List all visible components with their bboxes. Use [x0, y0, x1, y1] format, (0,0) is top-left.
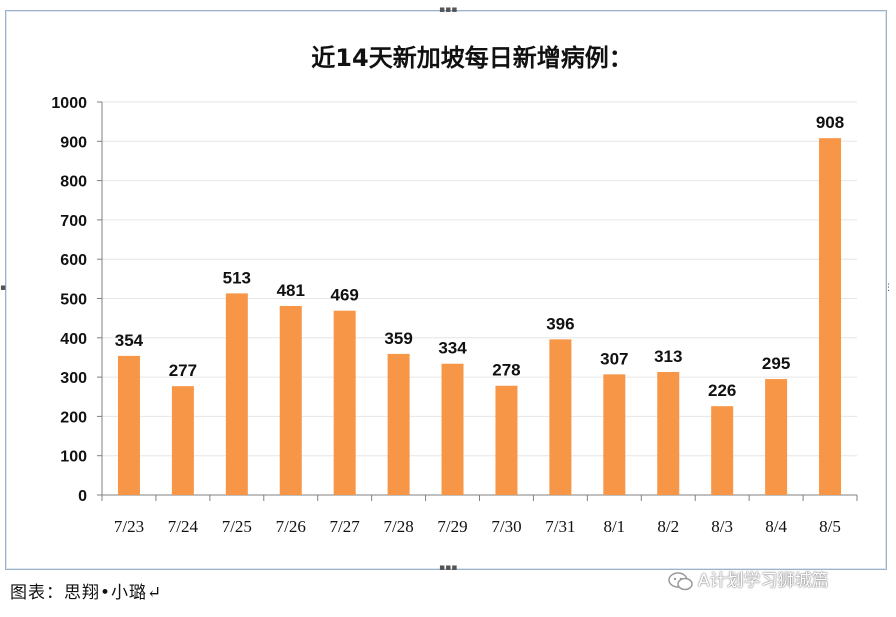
- y-tick-label: 1000: [51, 95, 87, 112]
- bar-7-25: [225, 293, 248, 495]
- x-tick-label: 7/24: [168, 517, 199, 536]
- data-label: 354: [115, 331, 144, 350]
- y-tick-label: 200: [60, 409, 87, 426]
- x-tick-label: 7/26: [276, 517, 306, 536]
- data-label: 278: [492, 361, 520, 380]
- x-tick-label: 8/2: [657, 517, 679, 536]
- x-tick-label: 7/25: [222, 517, 252, 536]
- y-tick-label: 700: [60, 213, 87, 230]
- bar-7-30: [495, 385, 518, 495]
- y-tick-label: 600: [60, 252, 87, 269]
- chart-caption: 图表：思翔•小璐↵: [10, 583, 163, 603]
- bars: [117, 138, 842, 495]
- bar-7-24: [171, 386, 194, 495]
- resize-handle-right[interactable]: ⋮: [884, 283, 893, 293]
- data-label: 307: [600, 349, 628, 368]
- bar-7-27: [333, 310, 356, 495]
- y-tick-label: 800: [60, 174, 87, 191]
- x-tick-label: 8/1: [603, 517, 625, 536]
- data-label: 908: [816, 113, 844, 132]
- bar-8-3: [711, 406, 734, 495]
- wechat-icon: [668, 572, 693, 591]
- data-label: 313: [654, 347, 682, 366]
- y-tick-label: 100: [60, 449, 87, 466]
- y-tick-label: 0: [78, 488, 87, 505]
- x-tick-label: 8/5: [819, 517, 841, 536]
- bar-8-2: [657, 371, 680, 495]
- resize-handle-left[interactable]: ▪: [0, 283, 7, 293]
- y-tick-label: 900: [60, 134, 87, 151]
- data-label: 334: [438, 339, 467, 358]
- resize-handle-top[interactable]: ▪▪▪: [439, 5, 458, 15]
- data-label: 481: [277, 281, 305, 300]
- x-tick-label: 7/28: [383, 517, 413, 536]
- data-label: 396: [546, 314, 574, 333]
- data-label: 226: [708, 381, 736, 400]
- bar-8-5: [819, 138, 842, 495]
- data-label: 359: [384, 329, 412, 348]
- resize-handle-bottom[interactable]: ▪▪▪: [439, 563, 458, 573]
- watermark: A计划学习狮城篇: [668, 566, 829, 591]
- bar-7-31: [549, 339, 572, 495]
- data-label: 277: [169, 361, 197, 380]
- chart-title: 近14天新加坡每日新增病例：: [311, 44, 632, 72]
- data-label: 295: [762, 354, 790, 373]
- bar-7-26: [279, 305, 302, 495]
- x-tick-label: 7/27: [330, 517, 361, 536]
- bar-8-4: [765, 379, 788, 495]
- x-tick-label: 7/23: [114, 517, 144, 536]
- data-labels: 354 277 513 481 469 359 334 278 396 307 313 226 295 9…: [115, 113, 844, 400]
- bar-7-29: [441, 363, 464, 495]
- x-tick-label: 7/31: [545, 517, 575, 536]
- data-label: 469: [330, 286, 358, 305]
- x-tick-label: 8/3: [711, 517, 733, 536]
- bar-7-23: [117, 355, 140, 495]
- watermark-text: A计划学习狮城篇: [698, 571, 829, 591]
- y-tick-label: 300: [60, 370, 87, 387]
- bar-8-1: [603, 374, 626, 495]
- y-tick-label: 500: [60, 292, 87, 309]
- gridlines: [102, 101, 857, 457]
- x-tick-label: 8/4: [765, 517, 787, 536]
- x-tick-label: 7/29: [437, 517, 467, 536]
- y-tick-label: 400: [60, 331, 87, 348]
- x-tick-label: 7/30: [491, 517, 521, 536]
- data-label: 513: [223, 268, 251, 287]
- bar-7-28: [387, 353, 410, 495]
